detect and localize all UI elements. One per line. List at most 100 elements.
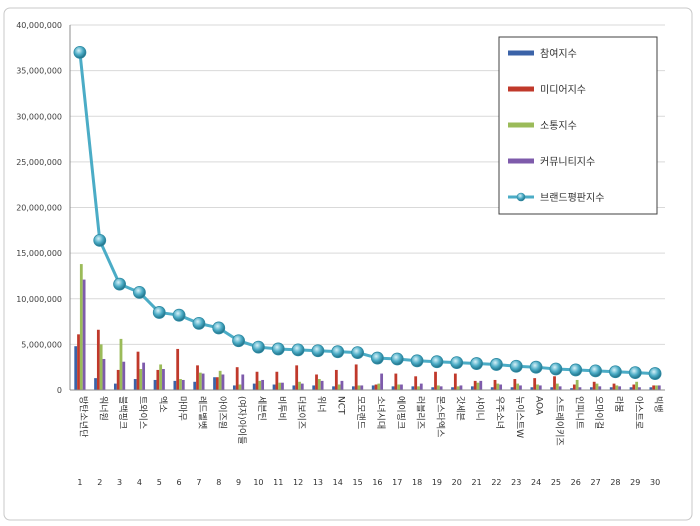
x-category-label: 인피니트 [573,396,584,429]
bar-미디어지수-뉴이스트W [513,379,517,390]
legend-label: 소통지수 [540,120,577,132]
x-category-label: 엑소 [157,396,169,413]
x-rank-label: 29 [630,478,640,487]
bar-소통지수-오마이걸 [595,383,599,390]
point-브랜드평판지수-소녀시대 [371,351,384,365]
bar-참여지수-레드벨벳 [193,381,197,390]
point-브랜드평판지수-워너원 [93,233,107,247]
bar-소통지수-NCT [337,384,341,390]
bar-참여지수-뉴이스트W [510,387,514,390]
x-rank-label: 21 [471,478,481,487]
bar-참여지수-NCT [332,386,335,390]
bar-미디어지수-인피니트 [572,384,576,390]
x-category-label: 갓세븐 [454,396,465,421]
bar-미디어지수-아스트로 [632,384,636,390]
x-rank-label: 8 [216,478,221,487]
line-series [73,45,662,380]
bar-미디어지수-갓세븐 [453,373,457,390]
y-axis-tick-labels: 0 5,000,000 10,000,000 15,000,000 20,000,000… [16,21,62,395]
x-category-label: (여자)아이들 [236,396,248,444]
bar-미디어지수-에이핑크 [394,373,398,390]
bar-커뮤니티지수-우주소녀 [499,384,503,390]
bar-참여지수-트와이스 [133,379,137,390]
bar-참여지수-샤이니 [470,386,474,390]
bar-참여지수-소녀시대 [371,385,375,390]
bar-미디어지수-워너원 [96,329,100,390]
point-브랜드평판지수-엑소 [152,306,166,319]
x-rank-label: 30 [650,478,660,487]
bar-커뮤니티지수-러블리즈 [419,383,423,390]
point-브랜드평판지수-트와이스 [133,285,146,299]
bar-미디어지수-소녀시대 [374,384,378,390]
bar-미디어지수-(여자)아이들 [235,367,239,390]
y-tick-label: 35,000,000 [16,67,62,76]
bar-소통지수-AOA [536,384,539,390]
bar-참여지수-라붐 [609,387,613,390]
x-category-label: 스트레이키즈 [553,396,564,446]
legend-swatch-커뮤니티지수 [508,158,534,164]
x-rank-label: 25 [551,478,561,487]
x-rank-label: 22 [491,478,501,487]
bar-소통지수-더보이즈 [298,381,301,390]
x-axis-category-labels: 방탄소년단 워너원 블랙핑크 트와이스 엑소 마마무 레드벨벳 아이즈원 (여자)아이들 세븐틴 비… [77,396,663,446]
bar-소통지수-뉴이스트W [516,383,520,390]
bar-소통지수-블랙핑크 [119,338,123,390]
bar-커뮤니티지수-모모랜드 [360,385,364,390]
y-tick-label: 40,000,000 [16,21,62,30]
bar-소통지수-레드벨벳 [198,372,202,390]
bar-커뮤니티지수-오마이걸 [598,386,602,390]
bar-참여지수-세븐틴 [252,383,256,390]
bar-미디어지수-스트레이키즈 [553,376,556,390]
legend-swatch-미디어지수 [508,86,534,92]
x-rank-label: 23 [511,478,521,487]
bar-참여지수-방탄소년단 [74,346,78,390]
x-category-label: 모모랜드 [355,396,366,429]
bar-참여지수-마마무 [173,380,177,391]
bar-참여지수-비투비 [272,384,276,390]
bar-커뮤니티지수-몬스타엑스 [439,386,443,390]
bar-소통지수-스트레이키즈 [555,383,559,390]
bar-미디어지수-아이즈원 [215,377,219,390]
bar-커뮤니티지수-AOA [538,385,542,390]
bar-소통지수-(여자)아이들 [238,384,242,390]
bar-소통지수-아이즈원 [218,370,222,390]
bar-커뮤니티지수-아이즈원 [221,374,225,390]
x-category-label: 몬스타엑스 [434,396,446,437]
bar-미디어지수-위너 [315,374,318,390]
point-브랜드평판지수-러블리즈 [410,354,424,368]
bar-미디어지수-샤이니 [473,380,477,391]
x-category-label: 위너 [315,396,326,413]
x-rank-label: 6 [177,478,182,487]
x-rank-label: 20 [452,478,462,487]
bar-미디어지수-몬스타엑스 [434,371,437,390]
x-axis-rank-labels: 1 2 3 4 5 6 7 8 9 10 11 12 13 14 15 16 17 18 19 20 21 22 23 24 2… [77,478,660,487]
bar-참여지수-(여자)아이들 [232,385,236,390]
bar-커뮤니티지수-더보이즈 [300,383,304,390]
x-rank-label: 10 [253,478,263,487]
bar-참여지수-우주소녀 [490,387,494,390]
y-tick-label: 15,000,000 [16,249,62,258]
bar-소통지수-아스트로 [635,381,639,390]
bar-커뮤니티지수-비투비 [281,382,284,390]
x-category-label: 샤이니 [474,396,485,421]
bar-커뮤니티지수-블랙핑크 [122,361,126,390]
legend-label: 미디어지수 [540,84,586,96]
point-브랜드평판지수-뉴이스트W [509,359,523,373]
x-category-label: 우주소녀 [494,396,505,429]
x-category-label: 아스트로 [633,396,644,429]
x-rank-label: 26 [571,478,581,487]
bar-커뮤니티지수-에이핑크 [400,384,403,390]
bar-참여지수-엑소 [153,379,157,390]
y-tick-label: 10,000,000 [16,295,62,304]
point-브랜드평판지수-스트레이키즈 [549,362,563,376]
bar-소통지수-빅뱅 [655,385,658,390]
legend-label: 커뮤니티지수 [540,156,595,168]
y-tick-label: 0 [57,386,62,395]
point-브랜드평판지수-인피니트 [569,363,583,377]
bar-커뮤니티지수-갓세븐 [459,385,463,390]
x-category-label: 레드벨벳 [196,396,207,429]
point-브랜드평판지수-에이핑크 [390,352,404,366]
legend-label: 브랜드평판지수 [540,192,604,204]
x-rank-label: 15 [352,478,362,487]
